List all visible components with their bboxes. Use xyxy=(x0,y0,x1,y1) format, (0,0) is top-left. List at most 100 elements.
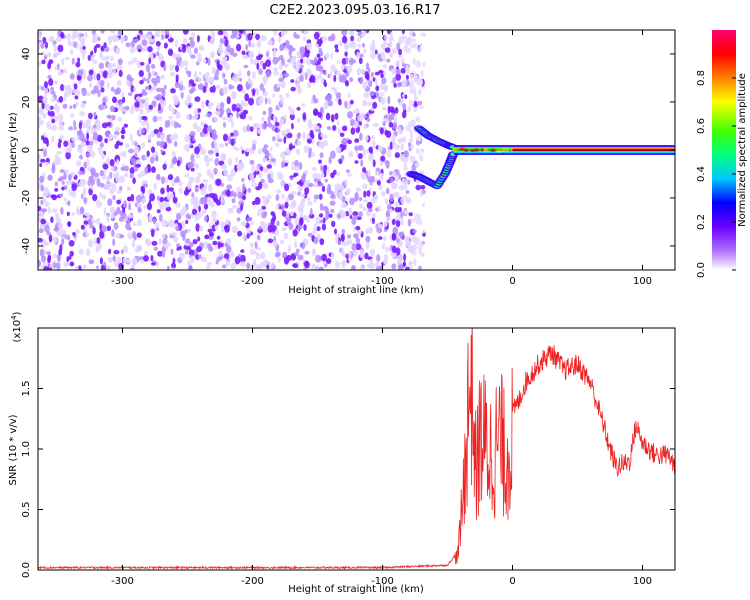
spectrogram-speckle xyxy=(369,248,376,257)
spectrogram-speckle xyxy=(379,127,384,135)
spectrogram-speckle xyxy=(230,138,235,146)
spectrogram-speckle xyxy=(368,208,373,213)
spectrogram-speckle xyxy=(341,260,346,269)
spectrogram-speckle xyxy=(136,219,142,227)
spectrogram-speckle xyxy=(63,140,69,147)
spectrogram-speckle xyxy=(247,187,251,193)
spectrogram-speckle xyxy=(262,157,268,163)
spectrogram-speckle xyxy=(318,193,323,200)
spectrogram-speckle xyxy=(95,43,101,48)
spectrogram-speckle xyxy=(336,171,341,177)
spectrogram-speckle xyxy=(163,42,168,49)
spectrogram-speckle xyxy=(57,253,61,263)
spectrogram-speckle xyxy=(378,184,383,190)
spectrogram-speckle xyxy=(138,70,144,77)
spectrogram-speckle xyxy=(213,167,218,175)
spectrogram-speckle xyxy=(195,254,200,260)
spectrogram-speckle xyxy=(100,30,105,34)
spectrogram-speckle xyxy=(262,146,267,154)
spectrogram-speckle xyxy=(203,72,210,79)
spectrogram-speckle xyxy=(219,38,226,44)
spectrogram-speckle xyxy=(297,132,302,138)
spectrogram-speckle xyxy=(273,67,279,73)
spectrogram-speckle xyxy=(52,236,58,244)
spectrogram-speckle xyxy=(331,252,335,259)
spectrogram-speckle xyxy=(375,207,379,212)
spectrogram-speckle xyxy=(43,249,47,255)
x-tick-label: 100 xyxy=(633,276,652,287)
spectrogram-speckle xyxy=(321,35,327,42)
spectrogram-speckle xyxy=(313,223,317,232)
spectrogram-speckle xyxy=(290,57,295,65)
spectrogram-speckle xyxy=(107,72,113,79)
spectrogram-speckle xyxy=(383,84,389,92)
spectrogram-speckle xyxy=(182,37,188,44)
spectrogram-speckle xyxy=(252,88,256,96)
spectrogram-speckle xyxy=(240,112,247,120)
spectrogram-speckle xyxy=(391,122,398,130)
spectrogram-speckle xyxy=(56,150,62,155)
spectrogram-speckle xyxy=(152,115,158,123)
spectrogram-speckle xyxy=(398,36,404,45)
spectrogram-speckle xyxy=(147,33,152,42)
spectrogram-speckle xyxy=(39,158,46,163)
spectrogram-speckle xyxy=(59,169,66,174)
spectrogram-speckle xyxy=(277,128,281,133)
spectrogram-speckle xyxy=(362,101,368,107)
spectrogram-speckle xyxy=(204,215,208,222)
spectrogram-speckle xyxy=(366,149,369,154)
spectrogram-speckle xyxy=(99,170,104,177)
spectrogram-speckle xyxy=(306,42,312,51)
spectrogram-speckle xyxy=(115,47,121,55)
spectrogram-speckle xyxy=(318,213,324,218)
spectrogram-speckle xyxy=(307,81,312,89)
spectrogram-speckle xyxy=(41,208,48,213)
spectrogram-speckle xyxy=(116,64,123,71)
spectrogram-speckle xyxy=(82,49,87,55)
spectrogram-speckle xyxy=(188,161,194,169)
spectrogram-speckle xyxy=(405,266,410,270)
spectrogram-speckle xyxy=(38,116,42,122)
spectrogram-speckle xyxy=(79,132,85,142)
spectrogram-speckle xyxy=(372,101,378,109)
spectrogram-speckle xyxy=(272,240,278,247)
spectrogram-speckle xyxy=(338,98,342,106)
spectrogram-speckle xyxy=(397,254,403,262)
spectrogram-speckle xyxy=(397,81,401,88)
spectrogram-speckle xyxy=(196,126,201,133)
spectrogram-speckle xyxy=(148,213,153,222)
y-tick-label: 0.5 xyxy=(21,502,32,518)
spectrogram-speckle xyxy=(71,137,76,142)
spectrogram-speckle xyxy=(96,73,101,81)
spectrogram-speckle xyxy=(378,57,383,62)
spectrogram-speckle xyxy=(254,241,258,250)
spectrogram-speckle xyxy=(184,249,189,255)
spectrogram-speckle xyxy=(125,143,130,149)
spectrogram-speckle xyxy=(272,93,276,98)
spectrogram-speckle xyxy=(42,36,47,44)
spectrogram-speckle xyxy=(230,250,235,258)
spectrogram-speckle xyxy=(375,85,380,92)
spectrogram-speckle xyxy=(321,223,327,231)
spectrogram-speckle xyxy=(78,170,85,175)
colorbar-label: Normalized spectral amplitude xyxy=(737,73,748,227)
spectrogram-speckle xyxy=(82,46,86,50)
spectrogram-speckle xyxy=(206,261,213,266)
spectrogram-speckle xyxy=(345,188,351,196)
spectrogram-speckle xyxy=(197,52,202,59)
spectrogram-speckle xyxy=(288,143,293,151)
spectrogram-speckle xyxy=(267,97,272,105)
spectrogram-speckle xyxy=(67,32,71,41)
spectrogram-speckle xyxy=(279,239,285,244)
spectrogram-speckle xyxy=(65,179,72,186)
spectrogram-speckle xyxy=(181,44,187,53)
spectrogram-speckle xyxy=(273,115,276,124)
spectrogram-speckle xyxy=(248,97,254,106)
spectrogram-speckle xyxy=(52,253,58,259)
spectrogram-speckle xyxy=(178,180,183,187)
spectrogram-speckle xyxy=(93,85,99,94)
spectrogram-speckle xyxy=(289,176,293,181)
spectrogram-speckle xyxy=(200,147,206,156)
spectrogram-speckle xyxy=(357,144,364,151)
spectrogram-speckle xyxy=(405,197,412,204)
